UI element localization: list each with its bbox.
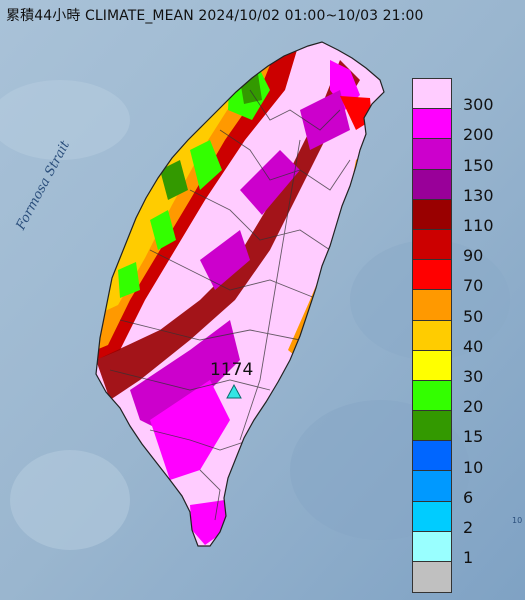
- legend-label: 110: [463, 215, 494, 235]
- legend-swatch: [413, 411, 451, 442]
- cyan-triangle-icon: [226, 383, 242, 399]
- map-title: 累積44小時 CLIMATE_MEAN 2024/10/02 01:00~10/…: [6, 8, 424, 24]
- coastline: [95, 41, 385, 547]
- legend-label: 20: [463, 397, 484, 417]
- legend-label: 6: [463, 487, 474, 507]
- legend-swatch: [413, 199, 451, 230]
- legend-swatch: [413, 260, 451, 291]
- legend-label: 90: [463, 246, 484, 266]
- legend-swatch: [413, 441, 451, 472]
- legend-swatch: [413, 350, 451, 381]
- legend-label: 40: [463, 336, 484, 356]
- legend-label: 150: [463, 155, 494, 175]
- legend-swatch: [413, 139, 451, 170]
- legend-label: 70: [463, 276, 484, 296]
- legend-swatch: [413, 109, 451, 140]
- legend-swatch: [413, 471, 451, 502]
- legend-label: 200: [463, 125, 494, 145]
- legend-swatch: [413, 290, 451, 321]
- legend-label: 2: [463, 517, 474, 537]
- legend-label: 50: [463, 306, 484, 326]
- legend-swatch: [413, 169, 451, 200]
- legend-label: 10: [463, 457, 484, 477]
- legend-label: 130: [463, 185, 494, 205]
- legend-swatch: [413, 380, 451, 412]
- legend-label: 30: [463, 366, 484, 386]
- legend-swatch: [413, 501, 451, 532]
- max-rainfall-label: 1174: [210, 360, 254, 380]
- color-legend: [412, 78, 452, 594]
- legend-swatch: [413, 79, 451, 110]
- legend-label: 1: [463, 548, 474, 568]
- legend-swatch: [413, 562, 451, 593]
- legend-swatch: [413, 320, 451, 351]
- corner-mark: 10: [512, 516, 523, 525]
- legend-swatch: [413, 531, 451, 562]
- legend-swatch: [413, 229, 451, 261]
- legend-label: 15: [463, 427, 484, 447]
- legend-label: 300: [463, 95, 494, 115]
